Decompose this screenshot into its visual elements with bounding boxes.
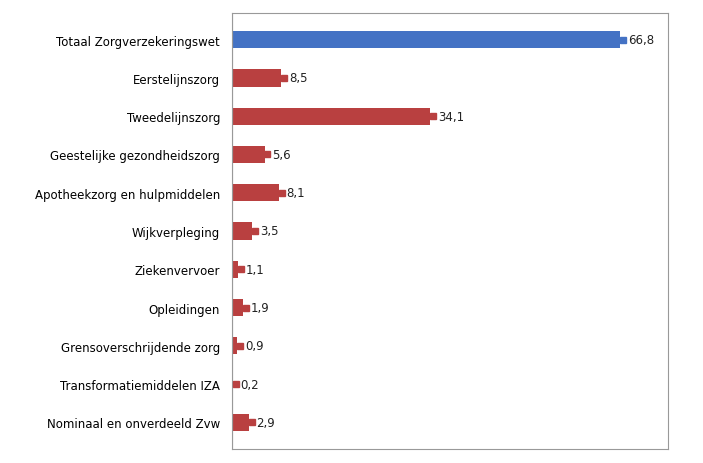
Bar [232, 223, 252, 240]
Bar [232, 32, 620, 49]
Bar [232, 261, 238, 278]
Bar [232, 185, 279, 202]
Bar [232, 338, 237, 355]
Text: 1,9: 1,9 [250, 301, 269, 314]
Text: 3,5: 3,5 [260, 225, 278, 238]
Text: 0,2: 0,2 [240, 378, 259, 391]
Text: 5,6: 5,6 [272, 149, 291, 162]
Bar [232, 108, 430, 125]
Text: 0,9: 0,9 [245, 339, 264, 352]
Bar [232, 299, 243, 316]
Text: 66,8: 66,8 [628, 34, 654, 47]
Text: 1,1: 1,1 [246, 263, 265, 276]
Bar [232, 375, 233, 393]
Text: 8,1: 8,1 [287, 187, 305, 200]
Text: 8,5: 8,5 [289, 72, 307, 85]
Text: 2,9: 2,9 [257, 416, 275, 429]
Text: 34,1: 34,1 [438, 111, 464, 124]
Bar [232, 70, 281, 88]
Bar [232, 147, 264, 164]
Bar [232, 414, 249, 431]
